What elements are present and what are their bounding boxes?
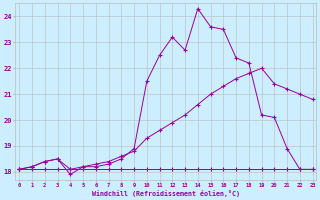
X-axis label: Windchill (Refroidissement éolien,°C): Windchill (Refroidissement éolien,°C): [92, 190, 240, 197]
